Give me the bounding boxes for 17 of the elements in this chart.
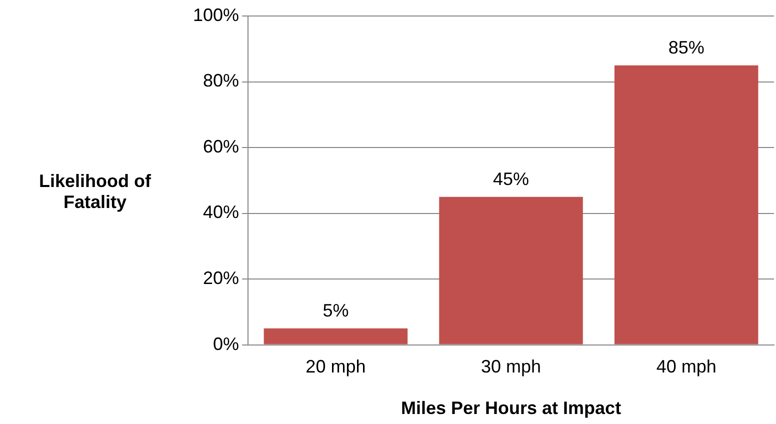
- y-tick-label: 0%: [213, 334, 240, 354]
- x-tick-label: 20 mph: [306, 356, 366, 377]
- data-label: 5%: [322, 300, 349, 320]
- data-label: 85%: [668, 37, 704, 58]
- y-tick-label: 100%: [192, 4, 240, 25]
- x-tick-label: 30 mph: [480, 356, 542, 377]
- bar: [439, 196, 583, 344]
- bar: [614, 65, 758, 344]
- y-tick-label: 40%: [203, 202, 240, 222]
- y-tick-label: 80%: [203, 70, 240, 91]
- x-axis-title: Miles Per Hours at Impact: [400, 398, 622, 418]
- y-axis-title: Likelihood of Fatality: [38, 171, 152, 213]
- bar: [264, 328, 408, 344]
- y-tick-label: 60%: [203, 136, 240, 156]
- data-label: 45%: [493, 168, 530, 189]
- y-tick-label: 20%: [203, 268, 240, 288]
- x-tick-label: 40 mph: [656, 356, 716, 377]
